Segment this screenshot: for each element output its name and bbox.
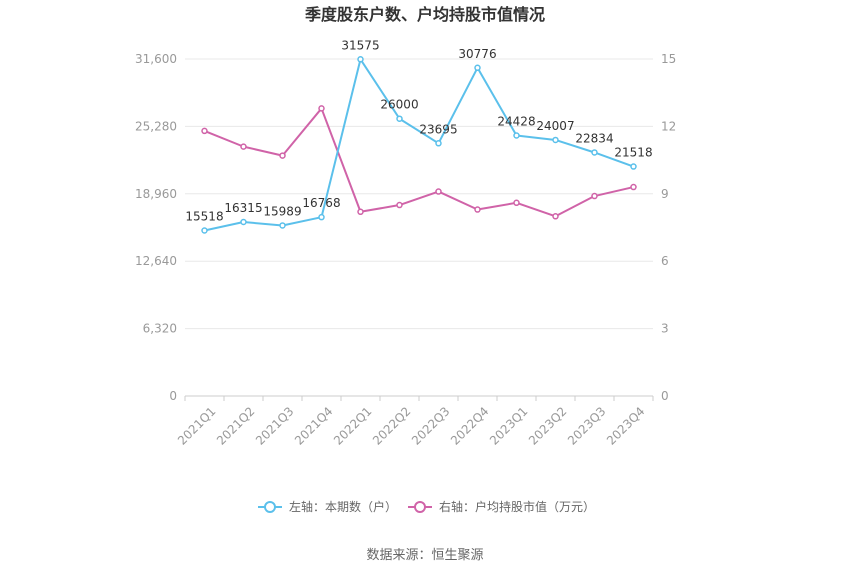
data-label: 31575 bbox=[341, 38, 379, 52]
series-line-left bbox=[204, 58, 634, 232]
legend-item-left[interactable]: 左轴：本期数（户） bbox=[258, 499, 397, 514]
x-tick-label: 2021Q1 bbox=[175, 404, 219, 448]
data-point-right bbox=[474, 206, 481, 213]
legend-marker-left bbox=[264, 501, 276, 513]
data-label: 16315 bbox=[224, 201, 262, 215]
grid bbox=[185, 58, 653, 397]
x-tick-label: 2023Q2 bbox=[526, 404, 570, 448]
left-axis: 0 6,320 12,640 18,960 25,280 31,600 bbox=[135, 52, 177, 403]
data-point-left bbox=[591, 149, 598, 156]
data-point-left bbox=[396, 115, 403, 122]
legend-marker-right bbox=[414, 501, 426, 513]
x-tick-label: 2023Q3 bbox=[565, 404, 609, 448]
data-point-left bbox=[201, 227, 208, 234]
data-label: 22834 bbox=[575, 131, 613, 145]
left-tick-label: 0 bbox=[169, 389, 177, 403]
data-point-right bbox=[435, 188, 442, 195]
data-label: 16768 bbox=[302, 196, 340, 210]
left-tick-label: 18,960 bbox=[135, 187, 177, 201]
x-tick-label: 2021Q3 bbox=[253, 404, 297, 448]
left-tick-label: 6,320 bbox=[143, 322, 177, 336]
right-tick-label: 3 bbox=[661, 322, 669, 336]
data-label: 23695 bbox=[419, 122, 457, 136]
data-label: 24428 bbox=[497, 114, 535, 128]
right-axis: 0 3 6 9 12 15 bbox=[661, 52, 676, 403]
data-point-left bbox=[318, 213, 325, 221]
series-line-right bbox=[204, 107, 634, 218]
data-point-left bbox=[357, 56, 364, 63]
data-label: 30776 bbox=[458, 47, 496, 61]
legend-item-right[interactable]: 右轴：户均持股市值（万元） bbox=[408, 499, 595, 514]
data-point-right bbox=[357, 208, 364, 216]
data-point-right bbox=[630, 183, 637, 191]
data-point-left bbox=[630, 163, 637, 170]
data-point-left bbox=[552, 136, 559, 144]
right-tick-label: 6 bbox=[661, 254, 669, 268]
data-point-left bbox=[474, 64, 481, 72]
chart-title: 季度股东户数、户均持股市值情况 bbox=[304, 5, 545, 24]
right-tick-label: 0 bbox=[661, 389, 669, 403]
data-point-left bbox=[279, 222, 286, 229]
x-tick-label: 2023Q4 bbox=[604, 404, 648, 448]
data-point-left bbox=[513, 132, 520, 139]
legend-label-left: 左轴：本期数（户） bbox=[289, 499, 397, 514]
left-tick-label: 12,640 bbox=[135, 254, 177, 268]
series-lines bbox=[201, 56, 637, 234]
data-point-right bbox=[279, 152, 286, 159]
data-label: 26000 bbox=[380, 98, 418, 112]
legend-label-right: 右轴：户均持股市值（万元） bbox=[439, 499, 595, 514]
data-point-right bbox=[591, 192, 598, 200]
data-point-right bbox=[240, 143, 247, 150]
right-tick-label: 15 bbox=[661, 52, 676, 66]
x-tick-label: 2022Q3 bbox=[409, 404, 453, 448]
x-axis: 2021Q12021Q22021Q32021Q42022Q12022Q22022… bbox=[175, 396, 654, 448]
right-tick-label: 12 bbox=[661, 119, 676, 133]
x-tick-label: 2023Q1 bbox=[487, 404, 531, 448]
data-label: 15518 bbox=[185, 210, 223, 224]
right-tick-label: 9 bbox=[661, 187, 669, 201]
data-point-right bbox=[201, 127, 208, 135]
x-tick-label: 2022Q4 bbox=[448, 404, 492, 448]
data-source: 数据来源：恒生聚源 bbox=[366, 548, 483, 563]
x-tick-label: 2021Q4 bbox=[292, 404, 336, 448]
x-tick-label: 2022Q2 bbox=[370, 404, 414, 448]
data-point-right bbox=[552, 213, 559, 220]
x-tick-label: 2022Q1 bbox=[331, 404, 375, 448]
data-point-left bbox=[435, 140, 442, 147]
data-label: 21518 bbox=[614, 146, 652, 160]
left-tick-label: 31,600 bbox=[135, 52, 177, 66]
x-tick-label: 2021Q2 bbox=[214, 404, 258, 448]
data-point-left bbox=[240, 218, 247, 226]
data-label: 15989 bbox=[263, 204, 301, 218]
left-tick-label: 25,280 bbox=[135, 119, 177, 133]
legend: 左轴：本期数（户） 右轴：户均持股市值（万元） bbox=[258, 499, 595, 514]
data-point-right bbox=[396, 201, 403, 209]
data-label: 24007 bbox=[536, 119, 574, 133]
data-point-right bbox=[318, 105, 325, 112]
data-point-right bbox=[513, 199, 520, 207]
